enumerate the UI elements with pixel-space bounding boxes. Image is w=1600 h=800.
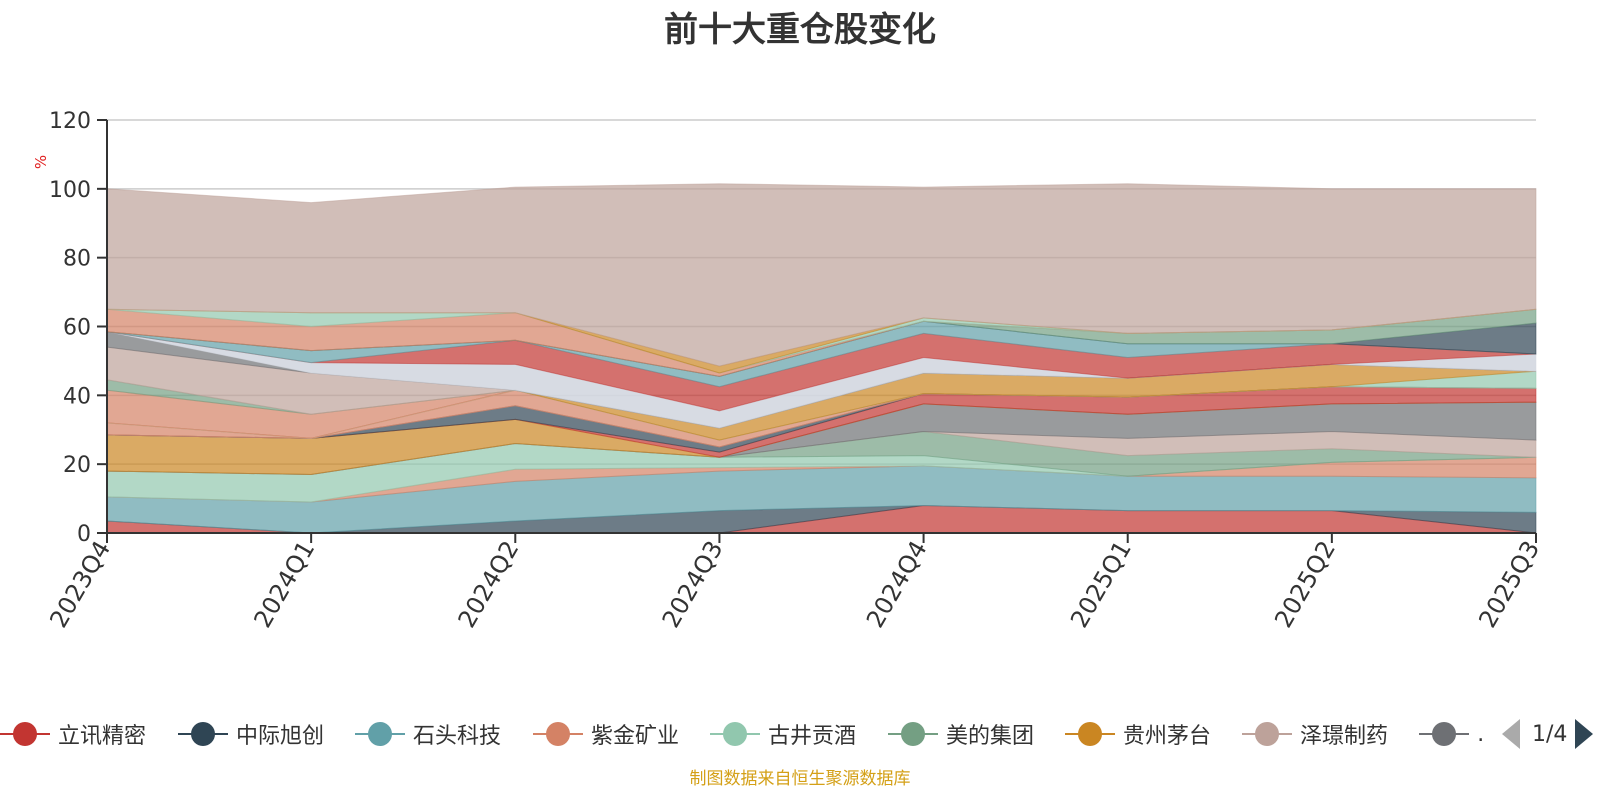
legend-label: 中际旭创	[236, 718, 324, 750]
x-tick-label: 2024Q3	[657, 536, 729, 632]
x-tick-label: 2023Q4	[44, 536, 116, 632]
legend-label: 美的集团	[946, 718, 1034, 750]
legend-item[interactable]: …	[1419, 718, 1485, 750]
y-tick-label: 80	[63, 247, 91, 272]
legend-item[interactable]: 中际旭创	[178, 718, 324, 750]
x-tick-label: 2024Q2	[453, 536, 525, 632]
legend-marker-icon	[1065, 720, 1115, 748]
legend-label: 古井贡酒	[768, 718, 856, 750]
x-tick-label: 2024Q1	[248, 536, 320, 632]
legend-marker-icon	[178, 720, 228, 748]
legend-item[interactable]: 紫金矿业	[533, 718, 679, 750]
legend-marker-icon	[533, 720, 583, 748]
legend-label: 泽璟制药	[1300, 718, 1388, 750]
legend-label: 石头科技	[413, 718, 501, 750]
legend-marker-icon	[888, 720, 938, 748]
y-tick-label: 40	[63, 384, 91, 409]
legend-item[interactable]: 石头科技	[355, 718, 501, 750]
legend-label: 贵州茅台	[1123, 718, 1211, 750]
legend-next-page-button[interactable]	[1575, 719, 1593, 749]
legend-label: 立讯精密	[58, 718, 146, 750]
legend-label: 紫金矿业	[591, 718, 679, 750]
legend-marker-icon	[0, 720, 50, 748]
x-tick-label: 2025Q3	[1473, 536, 1545, 632]
legend: 立讯精密 中际旭创 石头科技 紫金矿业 古井贡酒 美的集团 贵州茅台 泽璟制药 …	[0, 718, 1485, 750]
legend-item[interactable]: 美的集团	[888, 718, 1034, 750]
x-tick-label: 2025Q2	[1269, 536, 1341, 632]
legend-item[interactable]: 古井贡酒	[710, 718, 856, 750]
legend-item[interactable]: 泽璟制药	[1242, 718, 1388, 750]
y-tick-label: 120	[49, 109, 91, 134]
source-note: 制图数据来自恒生聚源数据库	[0, 764, 1600, 789]
x-tick-label: 2025Q1	[1065, 536, 1137, 632]
legend-page-indicator: 1/4	[1532, 722, 1567, 747]
stacked-area-chart: 020406080100120%2023Q4 2024Q1 2024Q2 2024Q3…	[0, 0, 1600, 800]
legend-prev-page-button[interactable]	[1502, 719, 1520, 749]
legend-marker-icon	[1242, 720, 1292, 748]
x-tick-label: 2024Q4	[861, 536, 933, 632]
legend-marker-icon	[710, 720, 760, 748]
y-axis-unit-label: %	[32, 155, 50, 169]
legend-marker-icon	[355, 720, 405, 748]
legend-marker-icon	[1419, 720, 1469, 748]
y-tick-label: 100	[49, 178, 91, 203]
legend-item[interactable]: 立讯精密	[0, 718, 146, 750]
legend-label: …	[1477, 722, 1485, 747]
y-tick-label: 60	[63, 316, 91, 341]
legend-item[interactable]: 贵州茅台	[1065, 718, 1211, 750]
legend-pager: 1/4	[1502, 718, 1593, 750]
y-tick-label: 20	[63, 453, 91, 478]
